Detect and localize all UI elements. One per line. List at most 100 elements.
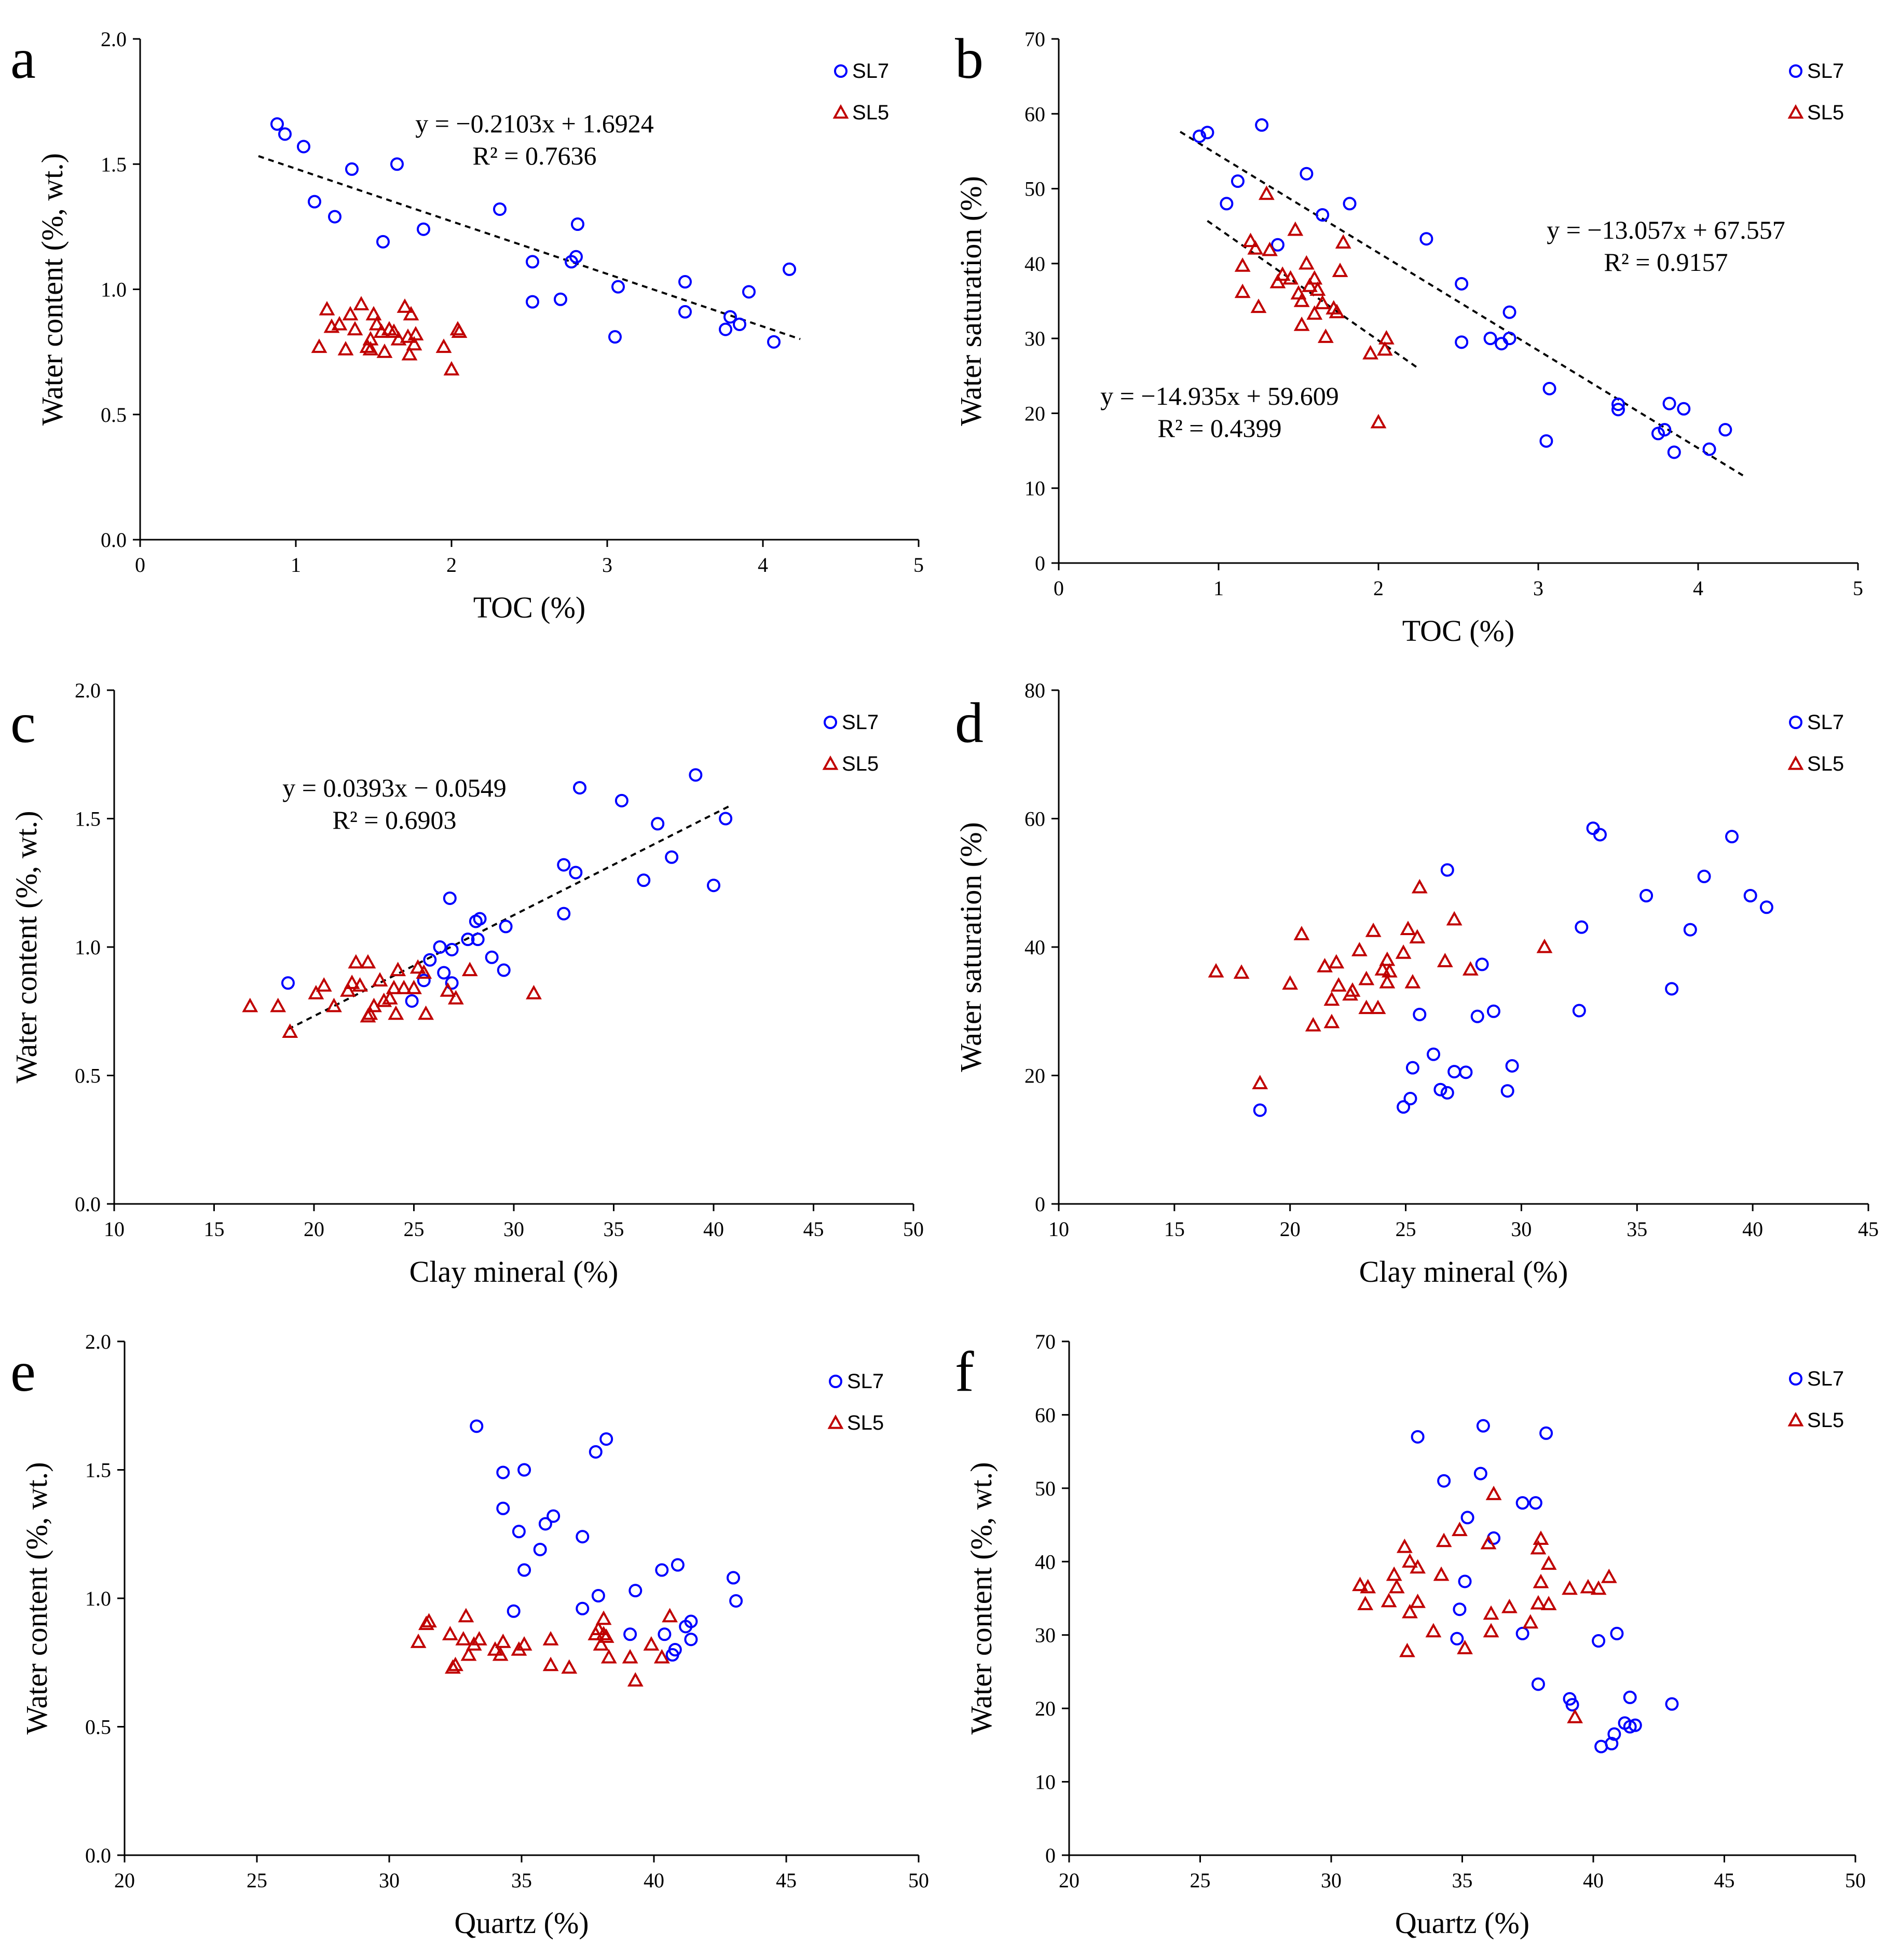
sl5-point [561, 1659, 578, 1674]
sl7-point [614, 793, 628, 807]
sl7-point [1565, 1698, 1579, 1712]
sl5-point [1282, 270, 1299, 285]
sl5-point [352, 977, 368, 992]
sl7-point [671, 1558, 685, 1572]
sl7-point [526, 295, 539, 309]
panel-f: 20 25 30 35 40 45 50 0 10 20 30 40 50 60 70 Quartz (%) W… [955, 1330, 1866, 1940]
sl7-point [733, 318, 746, 332]
sl7-point [1433, 1082, 1447, 1096]
sl5-point [421, 1613, 437, 1628]
sl5-point [653, 1649, 670, 1664]
sl5-point [1378, 330, 1395, 345]
sl7-point [684, 1633, 698, 1647]
sl7-point [1300, 167, 1314, 181]
sl5-point [1530, 1595, 1547, 1610]
legend-marker-sl5 [1787, 1411, 1804, 1427]
sl7-point [1473, 1466, 1487, 1481]
x-axis-label: Clay mineral (%) [409, 1255, 619, 1289]
sl7-point [1316, 208, 1330, 222]
y-tick-label: 1.5 [75, 807, 101, 831]
sl5-point [443, 361, 460, 376]
sl7-point [1200, 126, 1214, 140]
sl7-point [719, 322, 732, 336]
sl5-point [1580, 1579, 1596, 1594]
x-tick-label: 2 [446, 553, 457, 577]
sl7-point [1594, 1739, 1608, 1753]
sl5-point [418, 1005, 434, 1020]
sl5-point [1306, 305, 1323, 320]
sl7-point [569, 866, 583, 880]
sl5-point [1388, 1579, 1405, 1594]
sl5-point [1234, 257, 1251, 272]
sl5-point [1485, 1486, 1502, 1500]
x-tick-label: 40 [1742, 1217, 1763, 1241]
sl5-point [1352, 1577, 1368, 1592]
sl7-point [565, 255, 578, 269]
sl5-point [1293, 292, 1310, 307]
sl7-point [637, 873, 651, 887]
x-axis-label: Quartz (%) [1395, 1906, 1529, 1940]
sl5-point [590, 1621, 607, 1635]
sl7-point [1270, 238, 1284, 252]
sl7-point [611, 280, 625, 294]
x-axis-label: TOC (%) [1402, 614, 1514, 648]
x-tick-label: 45 [803, 1217, 824, 1241]
sl5-point [447, 990, 464, 1005]
sl5-point [492, 1646, 509, 1661]
panel-letter: a [10, 27, 36, 90]
sl5-point [1252, 1075, 1268, 1089]
sl5-point [1402, 1553, 1418, 1568]
y-tick-label: 20 [1024, 402, 1045, 425]
legend-marker-sl5 [827, 1414, 844, 1429]
sl5-point [1269, 273, 1286, 289]
sl7-point [1697, 869, 1711, 883]
sl7-point [1419, 232, 1433, 246]
sl7-point [546, 1509, 561, 1523]
sl5-point [598, 1628, 614, 1643]
sl7-point [591, 1589, 605, 1603]
x-tick-label: 10 [104, 1217, 125, 1241]
sl7-point [1486, 1004, 1500, 1018]
sl5-point [622, 1649, 638, 1664]
y-tick-label: 50 [1035, 1477, 1056, 1500]
panel-letter: c [10, 691, 36, 755]
sl7-point [576, 1601, 590, 1615]
legend-marker-sl7 [1789, 1372, 1802, 1386]
y-tick-label: 0.5 [85, 1716, 111, 1739]
sl5-point [407, 326, 424, 340]
sl7-point [328, 210, 341, 224]
sl7-point [1460, 1511, 1474, 1525]
legend-entry-sl5: SL5 [1787, 752, 1844, 775]
y-tick-label: 10 [1024, 477, 1045, 500]
legend-entry-sl7: SL7 [1789, 1367, 1844, 1390]
sl7-point [1665, 982, 1679, 996]
sl7-point [437, 966, 451, 980]
sl5-point [401, 346, 418, 361]
sl5-point [406, 980, 422, 994]
sl7-point [1515, 1496, 1529, 1510]
sl7-point [1542, 381, 1556, 395]
sl5-point [1306, 270, 1323, 285]
sl5-point [1282, 975, 1299, 990]
sl5-point [1293, 317, 1310, 331]
sl5-point [365, 306, 382, 321]
sl5-point [1370, 414, 1387, 429]
sl7-point [1593, 828, 1607, 842]
sl7-point [433, 940, 447, 954]
sl7-point [679, 1620, 693, 1634]
legend-label: SL5 [1807, 752, 1844, 775]
legend-label: SL5 [847, 1411, 884, 1434]
sl7-point [1458, 1574, 1472, 1588]
sl5-point [1409, 929, 1426, 944]
x-tick-label: 40 [703, 1217, 724, 1241]
x-axis-label: Clay mineral (%) [1359, 1255, 1568, 1289]
sl5-point [381, 990, 398, 1005]
x-tick-label: 15 [204, 1217, 225, 1241]
sl7-point [1220, 197, 1234, 211]
sl7-point [496, 1465, 510, 1479]
x-tick-label: 35 [1452, 1869, 1473, 1892]
sl7-point [1658, 423, 1672, 437]
sl7-point [727, 1571, 740, 1585]
sl7-point [517, 1563, 531, 1577]
